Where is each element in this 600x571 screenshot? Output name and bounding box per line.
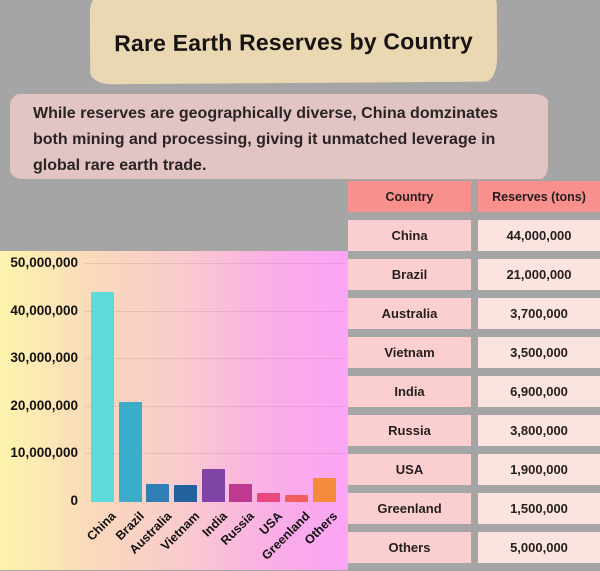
bar-brazil: [118, 401, 142, 502]
bar-greenland: [284, 494, 308, 502]
table-row-china: China 44,000,000: [348, 220, 600, 251]
country-cell: China: [348, 220, 471, 251]
table-row-usa: USA 1,900,000: [348, 454, 600, 485]
bar-usa: [257, 492, 281, 502]
y-tick-label-10m: 10,000,000: [10, 445, 78, 460]
table-header-row: Country Reserves (tons): [348, 181, 600, 212]
table-header-reserves: Reserves (tons): [478, 181, 600, 212]
y-tick-label-40m: 40,000,000: [10, 303, 78, 318]
y-tick-label-0: 0: [70, 493, 78, 508]
reserves-cell: 21,000,000: [478, 259, 600, 290]
reserves-cell: 3,500,000: [478, 337, 600, 368]
country-cell: Vietnam: [348, 337, 471, 368]
reserves-cell: 1,500,000: [478, 493, 600, 524]
table-body: China 44,000,000 Brazil 21,000,000 Austr…: [348, 220, 600, 563]
y-tick-label-50m: 50,000,000: [10, 255, 78, 270]
gridline-30m: [85, 358, 345, 359]
country-cell: USA: [348, 454, 471, 485]
gridline-50m: [85, 263, 345, 264]
table-row-greenland: Greenland 1,500,000: [348, 493, 600, 524]
country-cell: Australia: [348, 298, 471, 329]
x-label-china: China: [84, 509, 119, 544]
bar-india: [201, 469, 225, 502]
subtitle-line-2: both mining and processing, giving it un…: [33, 131, 496, 148]
bar-china: [91, 291, 114, 502]
bar-chart: 50,000,000 40,000,000 30,000,000 20,000,…: [0, 251, 348, 570]
reserves-table: Country Reserves (tons) China 44,000,000…: [348, 181, 600, 571]
x-axis-labels: China Brazil Australia Vietnam India Rus…: [84, 506, 340, 566]
bar-australia: [146, 484, 170, 502]
reserves-cell: 3,700,000: [478, 298, 600, 329]
gridline-20m: [85, 406, 345, 407]
table-header-country: Country: [348, 181, 471, 212]
subtitle-line-3: global rare earth trade.: [33, 157, 207, 174]
country-cell: Others: [348, 532, 471, 563]
table-row-others: Others 5,000,000: [348, 532, 600, 563]
reserves-cell: 6,900,000: [478, 376, 600, 407]
country-cell: Russia: [348, 415, 471, 446]
subtitle-line-1: While reserves are geographically divers…: [33, 105, 499, 122]
bar-russia: [229, 483, 253, 502]
table-row-vietnam: Vietnam 3,500,000: [348, 337, 600, 368]
country-cell: Greenland: [348, 493, 471, 524]
reserves-cell: 44,000,000: [478, 220, 600, 251]
gridline-40m: [85, 311, 345, 312]
y-tick-label-20m: 20,000,000: [10, 398, 78, 413]
reserves-cell: 5,000,000: [478, 532, 600, 563]
table-row-brazil: Brazil 21,000,000: [348, 259, 600, 290]
table-row-india: India 6,900,000: [348, 376, 600, 407]
bar-others: [312, 478, 336, 502]
reserves-cell: 3,800,000: [478, 415, 600, 446]
page-title: Rare Earth Reserves by Country: [114, 27, 474, 56]
reserves-cell: 1,900,000: [478, 454, 600, 485]
country-cell: India: [348, 376, 471, 407]
title-brush-stroke: Rare Earth Reserves by Country: [89, 0, 498, 85]
y-tick-label-30m: 30,000,000: [10, 350, 78, 365]
country-cell: Brazil: [348, 259, 471, 290]
table-row-russia: Russia 3,800,000: [348, 415, 600, 446]
table-row-australia: Australia 3,700,000: [348, 298, 600, 329]
gridline-10m: [85, 453, 345, 454]
subtitle-brush-stroke: While reserves are geographically divers…: [10, 94, 548, 179]
bar-vietnam: [174, 485, 198, 502]
bars-group: [91, 291, 336, 502]
